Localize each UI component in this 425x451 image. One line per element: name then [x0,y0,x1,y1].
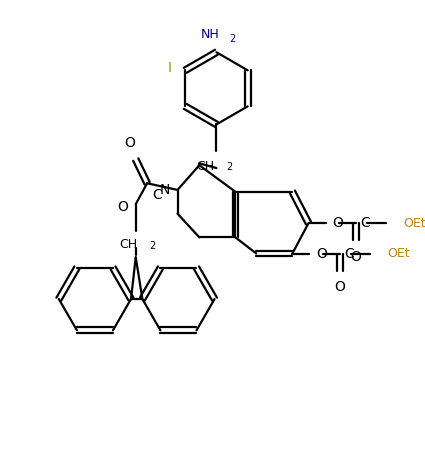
Text: I: I [168,61,172,75]
Text: CH: CH [119,238,138,251]
Text: O: O [332,216,343,230]
Text: NH: NH [201,28,219,41]
Text: O: O [125,136,136,150]
Text: OEt: OEt [387,247,410,260]
Text: O: O [117,200,128,214]
Text: 2: 2 [230,34,236,44]
Text: 2: 2 [226,162,232,172]
Text: C: C [345,247,354,261]
Text: OEt: OEt [403,216,425,230]
Text: CH: CH [196,160,215,173]
Text: C: C [152,188,162,202]
Text: O: O [316,247,327,261]
Text: N: N [159,183,170,197]
Text: O: O [351,250,361,264]
Text: C: C [361,216,371,230]
Text: 2: 2 [149,241,155,251]
Text: O: O [334,280,345,294]
